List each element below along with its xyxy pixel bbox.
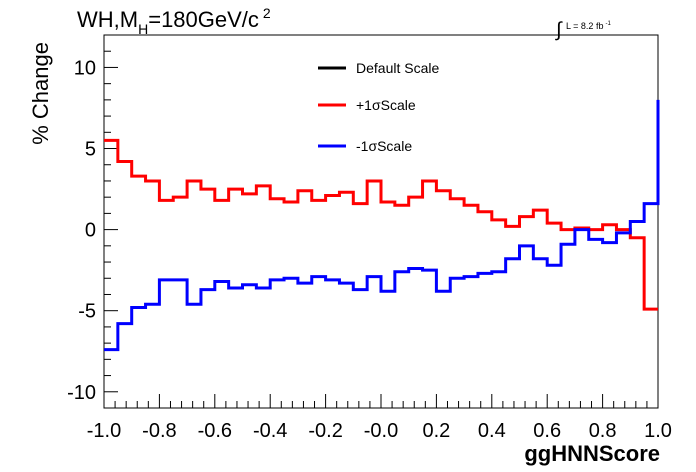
x-tick-label: 0.6 — [533, 420, 561, 442]
x-tick-label: 0.4 — [478, 420, 506, 442]
x-tick-label: -0.8 — [142, 420, 176, 442]
x-tick-label: -1.0 — [87, 420, 121, 442]
y-axis-title: % Change — [28, 42, 53, 145]
lumi-label-text: L = 8.2 fb — [566, 21, 603, 31]
lumi-label: L = 8.2 fb -1 — [566, 21, 611, 31]
x-tick-label: -0.2 — [308, 420, 342, 442]
legend: Default Scale +1σScale -1σScale — [318, 60, 439, 154]
lumi-integral-icon: ∫ — [555, 19, 563, 41]
legend-label-default: Default Scale — [356, 60, 439, 76]
x-tick-label: -0.6 — [198, 420, 232, 442]
chart-title-sub: H — [138, 21, 148, 37]
series-line-2 — [104, 99, 660, 352]
x-tick-label: -0.4 — [253, 420, 287, 442]
x-tick-label: 0.2 — [422, 420, 450, 442]
x-axis-title: ggHNNScore — [524, 441, 660, 466]
x-tick-label: -0.0 — [364, 420, 398, 442]
y-tick-label: 0 — [85, 220, 96, 242]
legend-label-plus: +1σScale — [356, 97, 416, 113]
x-tick-label: 0.8 — [589, 420, 617, 442]
y-tick-label: -10 — [67, 382, 96, 404]
series-line-1 — [104, 138, 658, 311]
plot-frame-group — [103, 34, 659, 409]
chart-title-sup: 2 — [263, 5, 271, 21]
chart-title: WH,MH=180GeV/c 2 — [77, 5, 271, 37]
chart-title-main: WH,M — [77, 7, 138, 32]
chart-header: WH,MH=180GeV/c 2 ∫ L = 8.2 fb -1 — [77, 5, 611, 41]
series-layer — [104, 99, 660, 352]
legend-label-minus: -1σScale — [356, 138, 412, 154]
plot-frame — [103, 34, 659, 409]
y-tick-label: 5 — [85, 139, 96, 161]
lumi-label-sup: -1 — [605, 21, 611, 27]
y-tick-label: -5 — [78, 301, 96, 323]
axes: -10 -5 0 5 10 -1.0 -0.8 -0.6 -0.4 -0.2 -0.0 0.2 0.4 0… — [67, 50, 672, 442]
y-tick-label: 10 — [74, 57, 96, 79]
chart-title-rest: =180GeV/c — [148, 7, 259, 32]
x-tick-label: 1.0 — [644, 420, 672, 442]
